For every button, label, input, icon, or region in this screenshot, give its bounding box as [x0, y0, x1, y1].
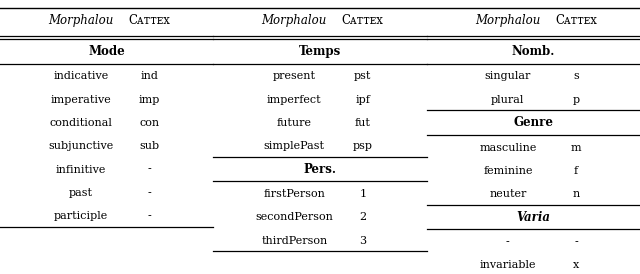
Text: Varia: Varia — [516, 210, 550, 224]
Text: past: past — [69, 188, 93, 198]
Text: present: present — [273, 72, 316, 81]
Text: subjunctive: subjunctive — [49, 141, 114, 151]
Text: -: - — [147, 211, 151, 221]
Text: future: future — [277, 118, 312, 128]
Text: Pers.: Pers. — [303, 162, 337, 176]
Text: imp: imp — [138, 95, 160, 105]
Text: con: con — [139, 118, 159, 128]
Text: Cᴀᴛᴛᴇx: Cᴀᴛᴛᴇx — [342, 14, 384, 27]
Text: Morphalou: Morphalou — [48, 14, 114, 27]
Text: 2: 2 — [359, 213, 366, 222]
Text: f: f — [574, 166, 578, 176]
Text: sub: sub — [139, 141, 159, 151]
Text: singular: singular — [484, 72, 531, 81]
Text: Genre: Genre — [513, 116, 554, 129]
Text: -: - — [506, 237, 509, 247]
Text: Mode: Mode — [88, 45, 125, 58]
Text: Temps: Temps — [299, 45, 341, 58]
Text: Nomb.: Nomb. — [512, 45, 555, 58]
Text: ind: ind — [140, 72, 158, 81]
Text: -: - — [147, 165, 151, 175]
Text: simplePast: simplePast — [264, 141, 325, 151]
Text: x: x — [573, 261, 579, 270]
Text: invariable: invariable — [479, 261, 536, 270]
Text: firstPerson: firstPerson — [264, 189, 325, 199]
Text: conditional: conditional — [49, 118, 113, 128]
Text: indicative: indicative — [53, 72, 109, 81]
Text: ipf: ipf — [355, 95, 370, 105]
Text: n: n — [572, 189, 580, 199]
Text: infinitive: infinitive — [56, 165, 106, 175]
Text: Morphalou: Morphalou — [475, 14, 541, 27]
Text: psp: psp — [353, 141, 372, 151]
Text: m: m — [571, 143, 581, 153]
Text: s: s — [573, 72, 579, 81]
Text: p: p — [573, 95, 580, 105]
Text: Morphalou: Morphalou — [262, 14, 327, 27]
Text: plural: plural — [491, 95, 525, 105]
Text: neuter: neuter — [489, 189, 527, 199]
Text: Cᴀᴛᴛᴇx: Cᴀᴛᴛᴇx — [555, 14, 597, 27]
Text: Cᴀᴛᴛᴇx: Cᴀᴛᴛᴇx — [128, 14, 170, 27]
Text: secondPerson: secondPerson — [255, 213, 333, 222]
Text: masculine: masculine — [479, 143, 536, 153]
Text: fut: fut — [355, 118, 371, 128]
Text: feminine: feminine — [483, 166, 532, 176]
Text: 1: 1 — [359, 189, 366, 199]
Text: -: - — [574, 237, 578, 247]
Text: -: - — [147, 188, 151, 198]
Text: imperfect: imperfect — [267, 95, 322, 105]
Text: 3: 3 — [359, 236, 366, 246]
Text: thirdPerson: thirdPerson — [261, 236, 328, 246]
Text: imperative: imperative — [51, 95, 111, 105]
Text: pst: pst — [354, 72, 371, 81]
Text: participle: participle — [54, 211, 108, 221]
